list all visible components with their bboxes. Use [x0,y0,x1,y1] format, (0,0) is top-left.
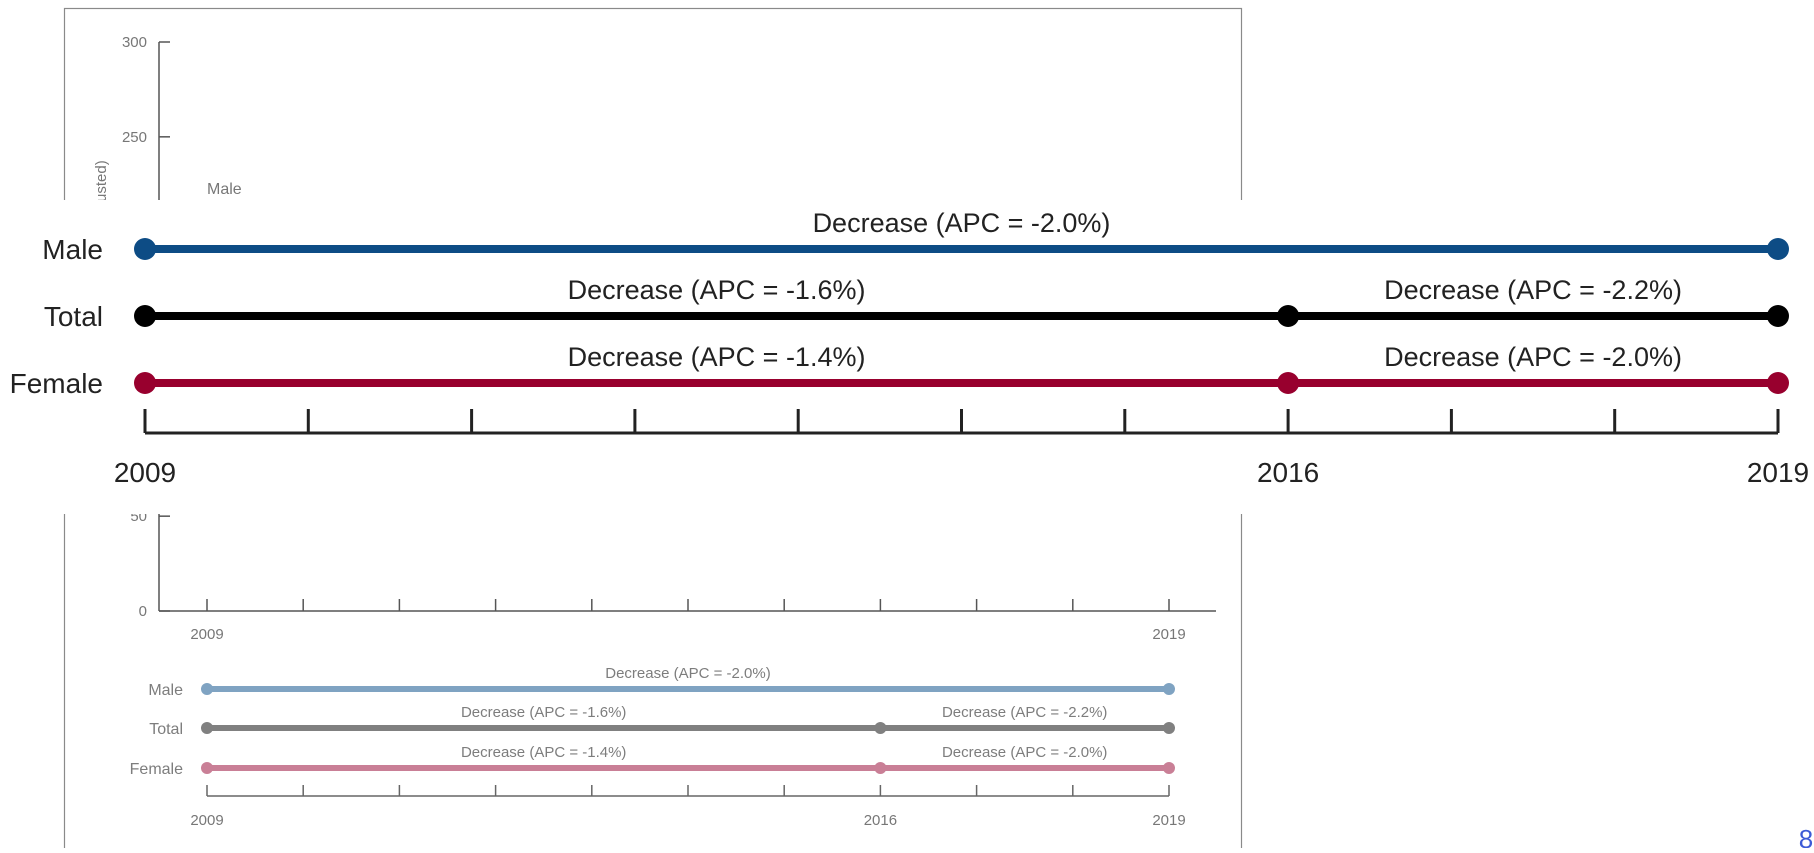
time-axis-label-2019: 2019 [1152,812,1185,829]
background-y-tick-label-300: 300 [122,34,147,51]
joinpoint-total-2009 [201,722,213,734]
segment-label-female-1: Decrease (APC = -1.4%) [461,744,626,761]
segment-label-total-2: Decrease (APC = -2.2%) [942,704,1107,721]
background-x-axis: 2009 2019 [159,599,1216,643]
joinpoint-female-2016 [874,762,887,774]
segment-label-male-1: Decrease (APC = -2.0%) [605,665,770,682]
background-x-tick-label-2009: 2009 [190,626,223,643]
series-name-total: Total [149,721,183,738]
joinpoint-female-2009 [201,762,213,774]
joinpoint-total-2009 [134,305,156,327]
segment-label-female-2: Decrease (APC = -2.0%) [942,744,1107,761]
background-y-tick-label-250: 250 [122,129,147,146]
background-series-label: Male [207,181,242,198]
segment-label-female-1: Decrease (APC = -1.4%) [568,342,866,372]
background-x-tick-label-2019: 2019 [1152,626,1185,643]
segment-label-female-2: Decrease (APC = -2.0%) [1384,342,1682,372]
joinpoint-total-2019 [1767,305,1789,327]
joinpoint-female-2009 [134,372,156,394]
joinpoint-male-2019 [1767,238,1789,260]
joinpoint-total-2019 [1163,722,1175,734]
time-axis-label-2016: 2016 [864,812,897,829]
series-name-female: Female [10,368,103,399]
time-axis-label-2009: 2009 [190,812,223,829]
large-joinpoint-summary: Male Decrease (APC = -2.0%) Total Decrease … [10,208,1810,488]
joinpoint-male-2019 [1163,683,1175,695]
segment-label-male-1: Decrease (APC = -2.0%) [813,208,1111,238]
joinpoint-female-2016 [1277,372,1300,394]
background-y-tick-label-0: 0 [139,603,147,620]
joinpoint-total-2016 [1277,305,1300,327]
segment-label-total-1: Decrease (APC = -1.6%) [568,275,866,305]
segment-label-total-2: Decrease (APC = -2.2%) [1384,275,1682,305]
page-marker: 8 [1799,824,1813,848]
series-name-female: Female [130,761,183,778]
series-name-total: Total [44,301,103,332]
joinpoint-female-2019 [1767,372,1789,394]
series-name-male: Male [148,682,183,699]
time-axis-label-2009: 2009 [114,457,176,488]
segment-label-total-1: Decrease (APC = -1.6%) [461,704,626,721]
small-joinpoint-summary: Male Decrease (APC = -2.0%) Total Decrease … [130,665,1186,829]
joinpoint-total-2016 [874,722,887,734]
joinpoint-female-2019 [1163,762,1175,774]
time-axis-label-2019: 2019 [1747,457,1809,488]
time-axis-label-2016: 2016 [1257,457,1319,488]
joinpoint-male-2009 [134,238,156,260]
background-y-axis-label: usted) [93,160,110,202]
series-name-male: Male [42,234,103,265]
joinpoint-male-2009 [201,683,213,695]
